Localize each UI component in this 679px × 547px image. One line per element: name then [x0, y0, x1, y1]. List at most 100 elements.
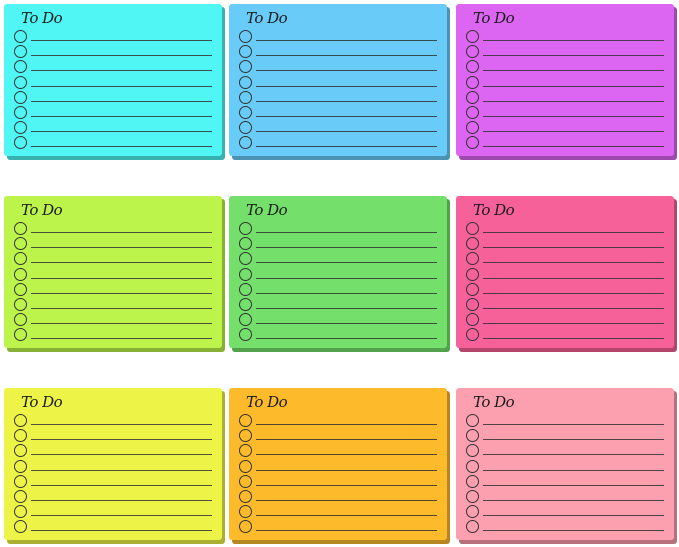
checklist-row	[239, 252, 437, 266]
checkbox-circle-icon	[466, 90, 479, 104]
checklist-row	[466, 313, 664, 327]
pad-title: To Do	[473, 9, 515, 27]
checklist-row	[466, 429, 664, 443]
checkbox-circle-icon	[466, 474, 479, 488]
checklist-row	[14, 252, 212, 266]
checkbox-circle-icon	[239, 252, 252, 266]
pad-title: To Do	[473, 201, 515, 219]
checklist-row	[466, 459, 664, 474]
write-line	[31, 85, 212, 87]
checkbox-circle-icon	[466, 121, 479, 135]
checklist-row	[14, 474, 212, 489]
checkbox-circle-icon	[239, 267, 252, 281]
todo-sticky-pad: To Do	[4, 196, 225, 352]
checkbox-circle-icon	[239, 75, 252, 89]
pad-title: To Do	[246, 201, 288, 219]
write-line	[31, 424, 212, 425]
checklist-row	[14, 490, 212, 504]
checklist-row	[14, 298, 212, 312]
write-line	[256, 116, 437, 117]
checklist-row	[239, 414, 437, 428]
write-line	[483, 40, 664, 41]
todo-sticky-pad: To Do	[4, 4, 225, 160]
checklist-row	[466, 90, 664, 105]
checkbox-circle-icon	[239, 136, 252, 150]
checklist-row	[466, 30, 664, 44]
checkbox-circle-icon	[466, 30, 479, 43]
checkbox-circle-icon	[466, 252, 479, 266]
checklist-row	[14, 30, 212, 44]
checklist-row	[466, 282, 664, 297]
pad-face	[229, 388, 447, 540]
checkbox-circle-icon	[466, 505, 479, 519]
checkbox-circle-icon	[14, 298, 27, 311]
checklist-row	[466, 45, 664, 59]
checkbox-circle-icon	[14, 252, 27, 266]
checklist-row	[14, 121, 212, 135]
checkbox-circle-icon	[14, 444, 27, 458]
checkbox-circle-icon	[466, 222, 479, 235]
pad-title: To Do	[473, 393, 515, 411]
write-line	[256, 323, 437, 325]
write-line	[31, 308, 212, 309]
pad-title: To Do	[21, 393, 63, 411]
checkbox-circle-icon	[239, 520, 252, 534]
write-line	[31, 484, 212, 486]
checkbox-circle-icon	[14, 459, 27, 473]
write-line	[31, 55, 212, 57]
checklist-row	[466, 60, 664, 74]
checklist-row	[239, 313, 437, 327]
pad-title: To Do	[21, 201, 63, 219]
checkbox-circle-icon	[239, 121, 252, 135]
write-line	[31, 439, 212, 441]
write-line	[483, 146, 664, 148]
write-line	[31, 40, 212, 41]
write-line	[31, 500, 212, 501]
write-line	[483, 262, 664, 264]
checklist-row	[239, 45, 437, 59]
checkbox-circle-icon	[14, 121, 27, 135]
checklist-row	[14, 328, 212, 342]
checkbox-circle-icon	[466, 106, 479, 119]
pad-title: To Do	[246, 393, 288, 411]
checklist-row	[466, 505, 664, 519]
write-line	[483, 100, 664, 102]
checkbox-circle-icon	[14, 313, 27, 327]
checklist-row	[239, 505, 437, 519]
todo-sticky-pad: To Do	[229, 388, 450, 544]
checkbox-circle-icon	[466, 490, 479, 503]
write-line	[31, 131, 212, 133]
checkbox-circle-icon	[14, 106, 27, 119]
write-line	[256, 439, 437, 441]
checkbox-circle-icon	[239, 237, 252, 251]
checklist-row	[14, 505, 212, 519]
checklist-row	[466, 520, 664, 534]
write-line	[483, 131, 664, 133]
checkbox-circle-icon	[14, 30, 27, 43]
checkbox-circle-icon	[466, 136, 479, 150]
checkbox-circle-icon	[14, 90, 27, 104]
checklist-row	[239, 459, 437, 474]
checkbox-circle-icon	[466, 313, 479, 327]
checkbox-circle-icon	[466, 328, 479, 342]
checklist-row	[239, 267, 437, 282]
checklist-row	[239, 136, 437, 150]
checkbox-circle-icon	[466, 267, 479, 281]
pad-title: To Do	[21, 9, 63, 27]
checklist-row	[239, 237, 437, 251]
write-line	[256, 146, 437, 148]
write-line	[256, 232, 437, 233]
write-line	[31, 277, 212, 279]
write-line	[31, 247, 212, 249]
write-line	[256, 292, 437, 294]
checklist-row	[239, 121, 437, 135]
checkbox-circle-icon	[466, 237, 479, 251]
checklist-row	[239, 298, 437, 312]
checkbox-circle-icon	[14, 136, 27, 150]
pad-face	[4, 4, 222, 156]
checkbox-circle-icon	[466, 459, 479, 473]
write-line	[256, 500, 437, 501]
checklist-row	[14, 90, 212, 105]
write-line	[31, 292, 212, 294]
checkbox-circle-icon	[239, 45, 252, 59]
